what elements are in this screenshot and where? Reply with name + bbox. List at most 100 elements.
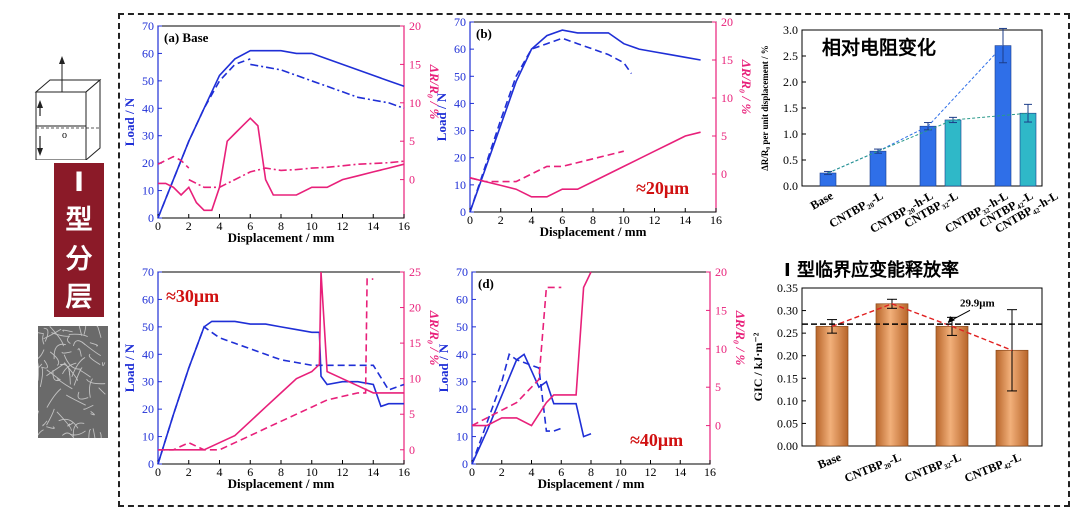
sem-fiber <box>46 369 60 380</box>
x-tick-label: 0 <box>467 213 473 227</box>
y-tick-label: 40 <box>456 347 468 361</box>
thickness-annotation: ≈20μm <box>636 178 689 198</box>
resistance-series-4 <box>157 155 190 169</box>
sem-fiber <box>53 343 66 360</box>
y-tick-label: 10 <box>142 430 154 444</box>
sem-fiber <box>62 329 73 333</box>
bar <box>875 303 909 447</box>
resistance-bar-chart: 0.0 0.5 1.0 1.5 2.0 2.5 3.0 ΔR/R₀ per unit disp… <box>760 23 1061 236</box>
category-label: CNTBP₂₀-L <box>842 450 903 485</box>
sem-fiber <box>38 429 44 436</box>
resistance-series-5 <box>188 160 405 189</box>
y2-tick-label: 15 <box>409 336 421 350</box>
side-label-char: 型 <box>65 205 93 237</box>
y-tick-label: 1.0 <box>783 127 798 141</box>
category-label: CNTBP₄₂-L <box>962 450 1023 485</box>
x-tick-label: 6 <box>558 465 564 479</box>
x-tick-label: 14 <box>367 219 379 233</box>
y2-tick-label: 20 <box>721 15 733 29</box>
y2-tick-label: 15 <box>715 303 727 317</box>
bar <box>1019 112 1037 187</box>
x-tick-label: 6 <box>247 465 253 479</box>
figure-frame <box>118 13 1070 507</box>
sem-fiber <box>90 411 95 416</box>
thickness-annotation: 29.9μm <box>960 297 995 309</box>
resistance-series-3 <box>158 278 374 451</box>
x-tick-label: 4 <box>529 465 535 479</box>
x-tick-label: 8 <box>278 219 284 233</box>
x-tick-label: 10 <box>618 213 630 227</box>
sem-fiber <box>96 326 102 338</box>
y2-tick-label: 5 <box>721 129 727 143</box>
sem-fiber <box>43 327 49 342</box>
sem-fiber <box>49 326 64 347</box>
sem-fiber <box>72 340 86 347</box>
x-tick-label: 10 <box>615 465 627 479</box>
gic-bar-chart: I 型临界应变能释放率 0.00 0.05 0.10 0.15 0.20 0.25 0.30 0… <box>751 259 1043 485</box>
sem-fiber <box>63 354 81 370</box>
y-tick-label: 0 <box>460 205 466 219</box>
sem-fiber <box>88 429 91 438</box>
y2-tick-label: 10 <box>715 342 727 356</box>
y-tick-label: 50 <box>142 74 154 88</box>
sem-fiber <box>43 328 62 340</box>
sem-fiber <box>77 348 82 357</box>
y-tick-label: 2.5 <box>783 49 798 63</box>
x-tick-label: 16 <box>398 219 410 233</box>
y2-tick-label: 10 <box>409 96 421 110</box>
x-tick-label: 4 <box>217 219 223 233</box>
sem-fiber <box>61 432 75 438</box>
x-axis-label: Displacement / mm <box>538 476 645 491</box>
y-tick-label: 70 <box>454 15 466 29</box>
y2-tick-label: 15 <box>721 53 733 67</box>
chart-title: I 型临界应变能释放率 <box>784 259 959 281</box>
x-tick-label: 10 <box>306 465 318 479</box>
x-tick-label: 14 <box>679 213 691 227</box>
y-tick-label: 70 <box>142 265 154 279</box>
x-axis-label: Displacement / mm <box>228 230 335 245</box>
load-series-0 <box>157 320 404 465</box>
y-axis-label: Load / N <box>122 97 137 146</box>
thickness-annotation: ≈40μm <box>630 430 683 450</box>
sem-fiber <box>78 326 83 336</box>
x-tick-label: 12 <box>337 465 349 479</box>
y-tick-label: 50 <box>454 69 466 83</box>
y-tick-label: 20 <box>142 402 154 416</box>
y2-tick-label: 0 <box>715 419 721 433</box>
sem-fiber <box>83 326 87 335</box>
left-panel: o I 型 分 层 <box>0 0 115 526</box>
x-tick-label: 12 <box>649 213 661 227</box>
sem-fiber <box>65 394 86 406</box>
x-tick-label: 0 <box>155 219 161 233</box>
y-tick-label: 30 <box>142 129 154 143</box>
x-tick-label: 8 <box>278 465 284 479</box>
sem-fiber <box>83 404 94 410</box>
y-tick-label: 0.5 <box>783 153 798 167</box>
mode-i-label: I 型 分 层 <box>54 163 104 317</box>
load-series-1 <box>157 58 251 219</box>
x-tick-label: 16 <box>704 465 716 479</box>
y-tick-label: 0.10 <box>777 394 798 408</box>
x-tick-label: 12 <box>337 219 349 233</box>
x-tick-label: 14 <box>367 465 379 479</box>
y-tick-label: 40 <box>142 347 154 361</box>
sem-fiber <box>73 367 83 386</box>
y-tick-label: 20 <box>456 402 468 416</box>
x-tick-label: 4 <box>217 465 223 479</box>
y2-axis-label: ΔR/R₀ / % <box>427 64 442 120</box>
y2-tick-label: 20 <box>409 19 421 33</box>
y2-axis-label: ΔR/R₀ / % <box>739 59 754 115</box>
x-tick-label: 0 <box>155 465 161 479</box>
resistance-series-2 <box>469 131 701 198</box>
sem-fiber <box>46 426 55 429</box>
x-axis-label: Displacement / mm <box>228 476 335 491</box>
load-series-0 <box>471 353 592 465</box>
bar <box>815 326 849 447</box>
category-label: Base <box>816 450 844 472</box>
svg-text:o: o <box>62 130 67 141</box>
y-tick-label: 0 <box>148 457 154 471</box>
x-tick-label: 8 <box>590 213 596 227</box>
y-axis-label: Load / N <box>122 343 137 392</box>
y-tick-label: 0.20 <box>777 349 798 363</box>
